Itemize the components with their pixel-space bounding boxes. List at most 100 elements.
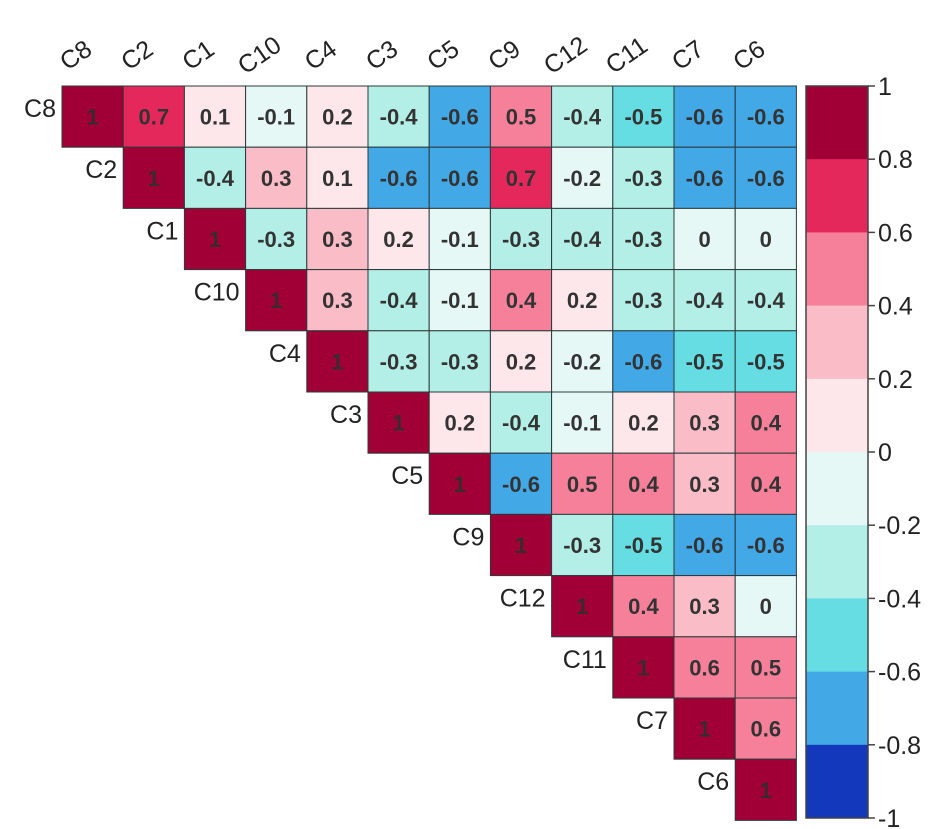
cell-value-C1-C1: 1 <box>209 227 221 252</box>
colorbar-bin-7 <box>806 598 868 673</box>
heatmap-cell-C4-C9 <box>489 330 553 393</box>
row-label-C4: C4 <box>269 340 301 368</box>
cell-value-C2-C7: -0.6 <box>686 166 724 191</box>
colorbar-tick-label: 0.2 <box>878 366 913 394</box>
cell-value-C3-C3: 1 <box>392 411 404 436</box>
heatmap-cell-C2-C7 <box>673 146 736 209</box>
cell-value-C3-C6: 0.4 <box>751 411 782 436</box>
cell-value-C7-C7: 1 <box>698 717 710 742</box>
heatmap-cell-C5-C9 <box>489 452 553 515</box>
cell-value-C8-C6: -0.6 <box>747 105 785 130</box>
cell-value-C12-C6: 0 <box>760 594 772 619</box>
cell-value-C8-C7: -0.6 <box>686 105 724 130</box>
cell-value-C1-C10: -0.3 <box>257 227 295 252</box>
cell-value-C8-C8: 1 <box>86 105 98 130</box>
row-label-C3: C3 <box>330 401 362 429</box>
cell-value-C9-C12: -0.3 <box>563 533 601 558</box>
cell-value-C4-C6: -0.5 <box>747 349 785 374</box>
colorbar-bin-0 <box>806 86 868 160</box>
heatmap-cells: 1 0.7 0.1 -0.1 0.2 -0.4 -0.6 0.5 -0.4 -0.5 -0.6 -0.… <box>61 85 797 821</box>
heatmap-cell-C2-C6 <box>734 146 797 209</box>
cell-value-C10-C11: -0.3 <box>624 288 662 313</box>
colorbar-tick-label: 0.8 <box>878 146 913 174</box>
cell-value-C11-C6: 0.5 <box>751 655 782 680</box>
column-label-C8: C8 <box>55 35 97 76</box>
column-label-C4: C4 <box>300 35 342 76</box>
cell-value-C4-C9: 0.2 <box>506 349 537 374</box>
colorbar-tick-label: 0.4 <box>878 293 913 321</box>
row-label-C2: C2 <box>85 156 117 184</box>
colorbar-bin-5 <box>806 452 868 526</box>
heatmap-cell-C2-C11 <box>612 146 675 209</box>
heatmap-cell-C1-C5 <box>428 207 491 271</box>
cell-value-C2-C1: -0.4 <box>196 166 235 191</box>
heatmap-cell-C10-C5 <box>428 269 491 332</box>
cell-value-C4-C12: -0.2 <box>563 349 601 374</box>
colorbar-tick-label: 0.6 <box>878 219 913 247</box>
cell-value-C8-C4: 0.2 <box>322 105 353 130</box>
cell-value-C2-C3: -0.6 <box>380 166 418 191</box>
colorbar-tick-label: -0.6 <box>878 659 921 687</box>
cell-value-C4-C3: -0.3 <box>380 349 418 374</box>
cell-value-C10-C12: 0.2 <box>567 288 598 313</box>
column-label-C6: C6 <box>728 35 770 76</box>
heatmap-cell-C1-C10 <box>245 207 308 271</box>
column-label-C2: C2 <box>116 35 158 76</box>
heatmap-cell-C8-C3 <box>367 85 430 148</box>
colorbar: 1 0.8 0.6 0.4 0.2 0 -0.2 -0.4 -0.6 -0.8 -1 <box>805 73 921 829</box>
heatmap-cell-C11-C6 <box>734 636 797 699</box>
cell-value-C5-C9: -0.6 <box>502 472 540 497</box>
cell-value-C9-C9: 1 <box>515 533 527 558</box>
heatmap-cell-C5-C11 <box>612 452 675 515</box>
row-label-C9: C9 <box>452 523 484 551</box>
cell-value-C8-C10: -0.1 <box>257 105 295 130</box>
cell-value-C8-C2: 0.7 <box>139 105 170 130</box>
cell-value-C4-C4: 1 <box>331 349 343 374</box>
cell-value-C1-C7: 0 <box>698 227 710 252</box>
cell-value-C4-C7: -0.5 <box>686 349 724 374</box>
colorbar-tick-label: -0.4 <box>878 585 921 613</box>
cell-value-C5-C11: 0.4 <box>628 472 659 497</box>
cell-value-C5-C12: 0.5 <box>567 472 598 497</box>
heatmap-cell-C8-C9 <box>489 85 553 148</box>
row-label-C10: C10 <box>194 279 240 307</box>
heatmap-cell-C2-C1 <box>183 146 247 209</box>
cell-value-C1-C3: 0.2 <box>383 227 414 252</box>
cell-value-C2-C2: 1 <box>148 166 160 191</box>
cell-value-C5-C7: 0.3 <box>689 472 720 497</box>
colorbar-bin-1 <box>806 159 868 233</box>
cell-value-C3-C11: 0.2 <box>628 411 659 436</box>
cell-value-C10-C4: 0.3 <box>322 288 353 313</box>
column-label-C7: C7 <box>667 35 709 76</box>
heatmap-cell-C3-C11 <box>612 391 675 454</box>
heatmap-cell-C9-C7 <box>673 513 736 577</box>
colorbar-tick-label: 1 <box>878 73 892 101</box>
heatmap-cell-C2-C12 <box>551 146 614 209</box>
cell-value-C2-C10: 0.3 <box>261 166 292 191</box>
cell-value-C5-C6: 0.4 <box>751 472 782 497</box>
cell-value-C2-C5: -0.6 <box>441 166 479 191</box>
cell-value-C10-C9: 0.4 <box>506 288 537 313</box>
heatmap-cell-C8-C2 <box>122 85 185 148</box>
heatmap-cell-C6-C6 <box>734 758 797 821</box>
heatmap-cell-C10-C6 <box>734 269 797 332</box>
heatmap-cell-C3-C9 <box>489 391 553 454</box>
heatmap-cell-C8-C11 <box>612 85 675 148</box>
cell-value-C12-C11: 0.4 <box>628 594 659 619</box>
column-label-C1: C1 <box>177 35 219 76</box>
colorbar-tick-label: -0.2 <box>878 512 921 540</box>
heatmap-cell-C1-C9 <box>489 207 553 271</box>
cell-value-C10-C6: -0.4 <box>747 288 786 313</box>
colorbar-bin-8 <box>806 671 868 746</box>
heatmap-cell-C4-C7 <box>673 330 736 393</box>
cell-value-C1-C4: 0.3 <box>322 227 353 252</box>
column-label-C5: C5 <box>422 35 464 76</box>
heatmap-cell-C2-C4 <box>306 146 369 209</box>
cell-value-C5-C5: 1 <box>454 472 466 497</box>
row-labels: C8 C2 C1 C10 C4 C3 C5 C9 C12 C11 C7 C6 <box>24 95 729 796</box>
column-labels: C8 C2 C1 C10 C4 C3 C5 C9 C12 C11 C7 C6 <box>55 31 770 80</box>
cell-value-C6-C6: 1 <box>760 778 772 803</box>
cell-value-C10-C3: -0.4 <box>380 288 419 313</box>
heatmap-cell-C10-C10 <box>245 269 308 332</box>
heatmap-cell-C2-C2 <box>122 146 185 209</box>
